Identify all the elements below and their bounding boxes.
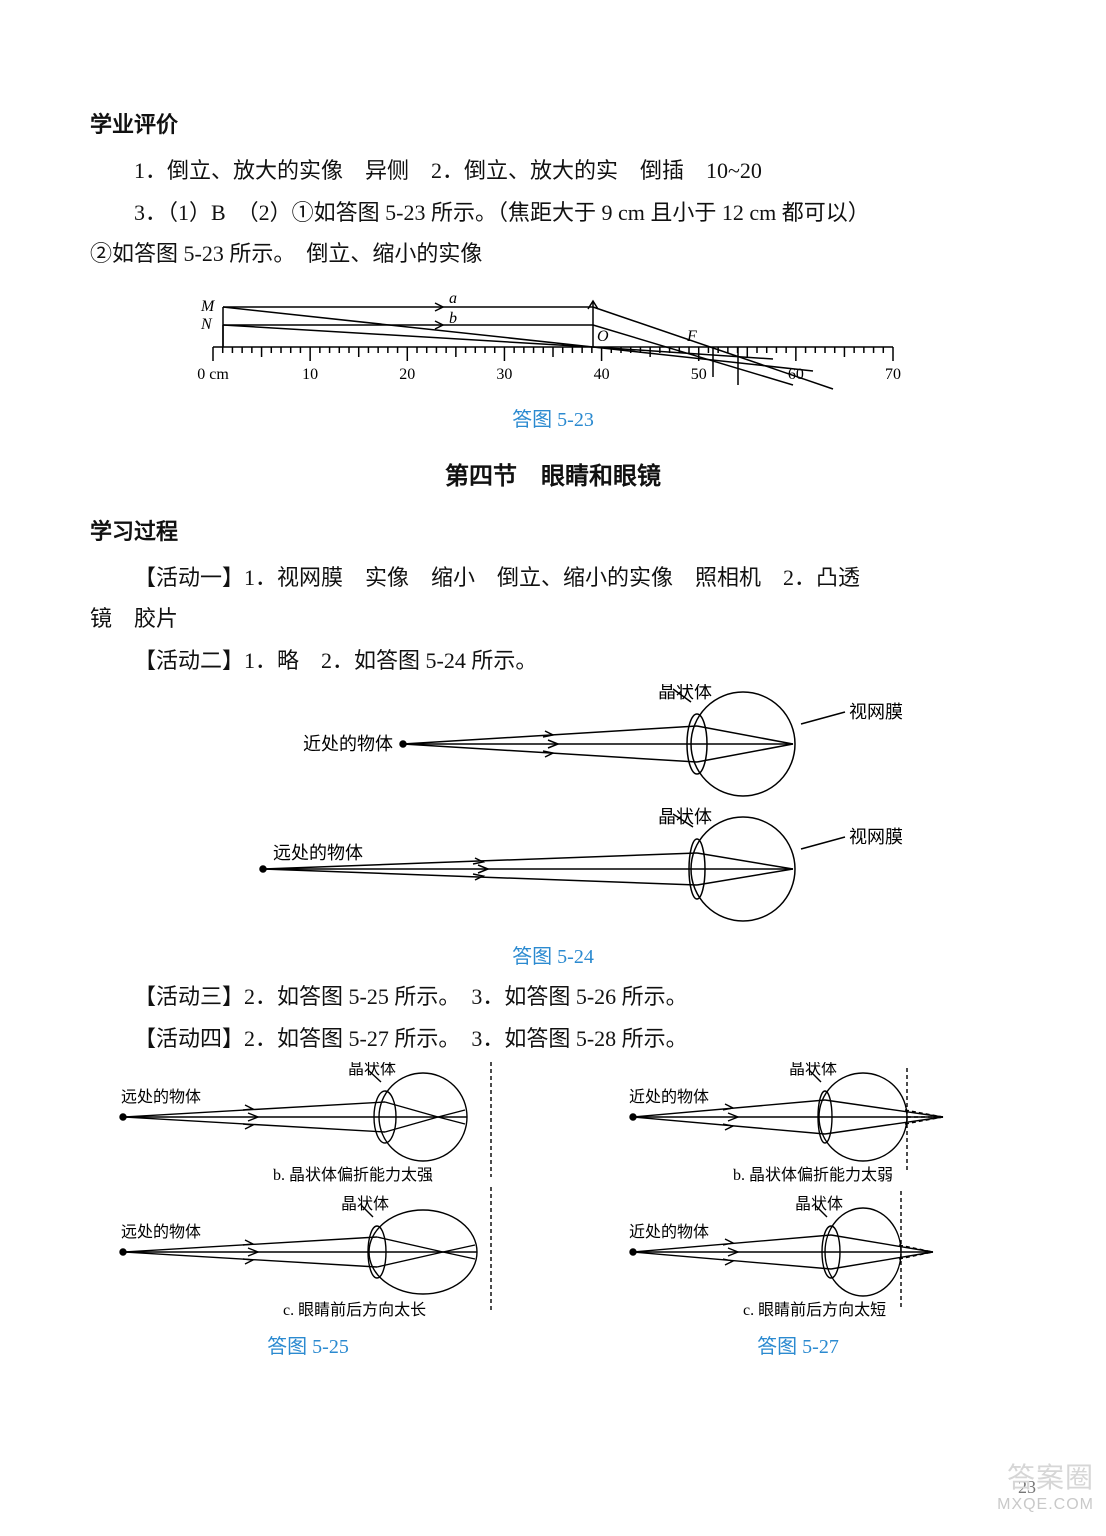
para-6: 【活动三】2．如答图 5-25 所示。 3．如答图 5-26 所示。 xyxy=(90,976,1016,1018)
label-F: F xyxy=(686,328,697,345)
svg-text:10: 10 xyxy=(302,366,318,383)
fig27-lens-b: 晶状体 xyxy=(789,1062,837,1078)
label-b: b xyxy=(449,310,457,327)
fig27-sub-c: c. 眼睛前后方向太短 xyxy=(743,1301,886,1319)
label-N: N xyxy=(200,316,213,333)
para-7: 【活动四】2．如答图 5-27 所示。 3．如答图 5-28 所示。 xyxy=(90,1018,1016,1060)
svg-text:40: 40 xyxy=(594,366,610,383)
label-a: a xyxy=(449,290,457,307)
heading-xypj: 学业评价 xyxy=(90,104,1016,146)
label-O: O xyxy=(597,328,609,345)
caption-5-27: 答图 5-27 xyxy=(757,1328,839,1366)
figure-5-23: M N a b O F 0 cm 10 20 30 40 50 60 70 xyxy=(193,277,913,397)
svg-text:20: 20 xyxy=(399,366,415,383)
para-5: 【活动二】1．略 2．如答图 5-24 所示。 xyxy=(90,640,1016,682)
para-2: 3．（1）B （2）①如答图 5-23 所示。（焦距大于 9 cm 且小于 12… xyxy=(90,192,1016,234)
fig27-sub-b: b. 晶状体偏折能力太弱 xyxy=(733,1166,893,1184)
para-4: 【活动一】1．视网膜 实像 缩小 倒立、缩小的实像 照相机 2．凸透 xyxy=(90,557,1016,599)
fig27-lens-c: 晶状体 xyxy=(795,1195,843,1213)
fig25-sub-c: c. 眼睛前后方向太长 xyxy=(283,1301,426,1319)
svg-text:30: 30 xyxy=(496,366,512,383)
svg-text:0 cm: 0 cm xyxy=(197,366,229,383)
caption-5-25: 答图 5-25 xyxy=(267,1328,349,1366)
fig27-obj-c: 近处的物体 xyxy=(629,1223,709,1241)
label-near-object: 近处的物体 xyxy=(303,734,393,754)
para-4b: 镜 胶片 xyxy=(90,598,1016,640)
watermark: 答案圈 MXQE.COM xyxy=(997,1461,1094,1514)
heading-section-4: 第四节 眼睛和眼镜 xyxy=(90,455,1016,501)
label-far-object: 远处的物体 xyxy=(273,843,363,863)
svg-text:50: 50 xyxy=(691,366,707,383)
watermark-kanji: 答案圈 xyxy=(997,1461,1094,1495)
svg-text:60: 60 xyxy=(788,366,804,383)
para-1: 1．倒立、放大的实像 异侧 2．倒立、放大的实 倒插 10~20 xyxy=(90,150,1016,192)
heading-xxgc: 学习过程 xyxy=(90,511,1016,553)
fig25-obj-c: 远处的物体 xyxy=(121,1223,201,1241)
fig27-obj-b: 近处的物体 xyxy=(629,1088,709,1106)
svg-text:70: 70 xyxy=(885,366,901,383)
caption-5-24: 答图 5-24 xyxy=(90,938,1016,976)
fig25-obj-b: 远处的物体 xyxy=(121,1088,201,1106)
fig25-sub-b: b. 晶状体偏折能力太强 xyxy=(273,1166,433,1184)
fig25-lens-c: 晶状体 xyxy=(341,1195,389,1213)
label-lens-1: 晶状体 xyxy=(658,684,712,702)
fig25-lens-b: 晶状体 xyxy=(348,1062,396,1078)
label-retina-2: 视网膜 xyxy=(849,827,903,847)
para-3: ②如答图 5-23 所示。 倒立、缩小的实像 xyxy=(90,233,1016,275)
label-retina-1: 视网膜 xyxy=(849,702,903,722)
figure-5-25: 远处的物体 晶状体 b. 晶状体偏折能力太强 xyxy=(93,1062,523,1322)
label-lens-2: 晶状体 xyxy=(658,807,712,827)
watermark-url: MXQE.COM xyxy=(997,1495,1094,1514)
caption-5-23: 答图 5-23 xyxy=(90,401,1016,439)
figure-5-27: 近处的物体 晶状体 b. 晶状体偏折能力太弱 xyxy=(583,1062,1013,1322)
label-M: M xyxy=(200,298,216,315)
figure-5-24: 近处的物体 晶状体 视网膜 远处的物体 晶状体 视网膜 xyxy=(203,684,903,934)
